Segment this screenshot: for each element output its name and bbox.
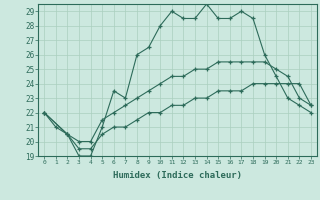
X-axis label: Humidex (Indice chaleur): Humidex (Indice chaleur) xyxy=(113,171,242,180)
